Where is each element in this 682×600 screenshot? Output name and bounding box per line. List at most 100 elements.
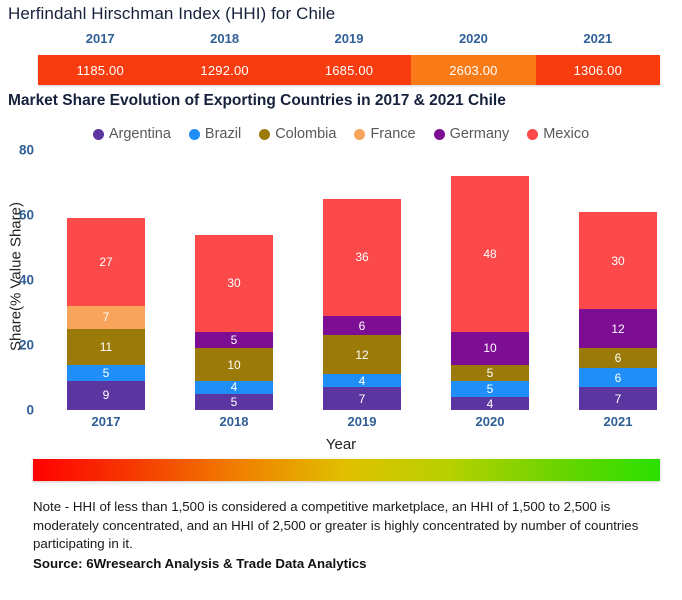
bar-segment-colombia-2020[interactable]: 5 — [451, 364, 529, 381]
bar-segment-value: 4 — [358, 374, 366, 388]
bar-segment-value: 48 — [483, 247, 497, 261]
bar-segment-germany-2020[interactable]: 10 — [451, 332, 529, 365]
hhi-year-2021: 2021 — [583, 31, 613, 46]
bar-segment-value: 6 — [614, 351, 622, 365]
hhi-value-cell-2018: 1292.00 — [162, 55, 287, 85]
bar-segment-brazil-2021[interactable]: 6 — [579, 367, 657, 388]
hhi-year-header-row: 2017 2018 2019 2020 2021 — [38, 30, 660, 48]
legend-label: Mexico — [543, 126, 590, 142]
bar-segment-brazil-2018[interactable]: 4 — [195, 380, 273, 394]
bar-segment-germany-2018[interactable]: 5 — [195, 332, 273, 349]
bar-segment-colombia-2019[interactable]: 12 — [323, 335, 401, 375]
chart-title: Market Share Evolution of Exporting Coun… — [8, 92, 506, 109]
bar-segment-value: 5 — [102, 365, 110, 380]
bar-segment-mexico-2021[interactable]: 30 — [579, 211, 657, 310]
bar-segment-brazil-2020[interactable]: 5 — [451, 380, 529, 397]
bar-column-2018[interactable]: 5 4 10 5 30 — [195, 234, 273, 410]
bar-segment-value: 5 — [230, 394, 238, 409]
hhi-value-cell-2017: 1185.00 — [38, 55, 163, 85]
bar-column-2017[interactable]: 9 5 11 7 27 — [67, 218, 145, 410]
hhi-title: Herfindahl Hirschman Index (HHI) for Chi… — [8, 4, 336, 23]
bar-segment-germany-2021[interactable]: 12 — [579, 309, 657, 349]
y-tick-80: 80 — [18, 142, 34, 158]
bar-segment-value: 7 — [614, 391, 622, 406]
bar-segment-argentina-2018[interactable]: 5 — [195, 393, 273, 410]
hhi-value-bar: 1185.00 1292.00 1685.00 2603.00 1306.00 — [38, 55, 660, 85]
bar-segment-mexico-2018[interactable]: 30 — [195, 234, 273, 332]
x-tick-2020: 2020 — [475, 414, 505, 429]
y-tick-40: 40 — [18, 272, 34, 288]
legend-swatch-icon — [433, 128, 445, 140]
bar-segment-value: 30 — [611, 253, 625, 268]
bar-segment-colombia-2021[interactable]: 6 — [579, 348, 657, 368]
legend-swatch-icon — [92, 128, 104, 140]
bar-segment-value: 11 — [99, 339, 113, 354]
legend-label: Argentina — [108, 126, 171, 142]
stacked-bar-chart: 0 20 40 60 80 Share(% Value Share) 9 5 11 7 27 5 4… — [0, 143, 682, 455]
bar-segment-mexico-2020[interactable]: 48 — [451, 176, 529, 332]
legend-item-brazil[interactable]: Brazil — [188, 126, 242, 142]
x-tick-2018: 2018 — [219, 414, 249, 429]
chart-legend: Argentina Brazil Colombia France Germany Mexi… — [0, 126, 682, 142]
bar-segment-value: 5 — [486, 365, 494, 380]
bar-segment-mexico-2017[interactable]: 27 — [67, 218, 145, 306]
bar-segment-colombia-2018[interactable]: 10 — [195, 348, 273, 381]
bar-segment-brazil-2017[interactable]: 5 — [67, 364, 145, 381]
concentration-gradient-bar — [33, 459, 660, 481]
bar-segment-argentina-2019[interactable]: 7 — [323, 387, 401, 410]
bar-segment-value: 9 — [102, 388, 110, 403]
x-tick-2017: 2017 — [91, 414, 121, 429]
bar-segment-value: 30 — [227, 276, 241, 291]
legend-label: Brazil — [204, 126, 242, 142]
bar-segment-value: 5 — [230, 333, 238, 348]
bar-segment-value: 7 — [358, 391, 366, 406]
note-text: Note - HHI of less than 1,500 is conside… — [33, 499, 639, 551]
legend-label: Colombia — [275, 126, 337, 142]
hhi-value-cell-2020: 2603.00 — [411, 55, 536, 85]
hhi-year-2020: 2020 — [458, 31, 488, 46]
bar-segment-value: 7 — [102, 310, 110, 325]
source-text: Source: 6Wresearch Analysis & Trade Data… — [33, 556, 367, 571]
legend-swatch-icon — [354, 128, 366, 140]
legend-item-argentina[interactable]: Argentina — [92, 126, 171, 142]
legend-item-colombia[interactable]: Colombia — [259, 126, 336, 142]
bar-column-2020[interactable]: 4 5 5 10 48 — [451, 176, 529, 410]
bar-segment-value: 36 — [355, 250, 369, 265]
legend-swatch-icon — [188, 128, 200, 140]
legend-item-mexico[interactable]: Mexico — [527, 126, 589, 142]
legend-swatch-icon — [527, 128, 539, 140]
hhi-year-2017: 2017 — [85, 31, 115, 46]
bar-segment-value: 27 — [99, 255, 113, 270]
bar-column-2021[interactable]: 7 6 6 12 30 — [579, 211, 657, 410]
hhi-value-cell-2021: 1306.00 — [535, 55, 660, 85]
bar-segment-value: 6 — [614, 370, 622, 385]
bar-segment-value: 12 — [355, 347, 369, 362]
bar-segment-argentina-2017[interactable]: 9 — [67, 380, 145, 410]
y-tick-60: 60 — [18, 207, 34, 223]
y-tick-20: 20 — [18, 337, 34, 353]
bar-segment-brazil-2019[interactable]: 4 — [323, 374, 401, 388]
x-tick-2019: 2019 — [347, 414, 377, 429]
bar-segment-value: 6 — [358, 318, 366, 333]
bar-segment-argentina-2021[interactable]: 7 — [579, 387, 657, 410]
bar-segment-mexico-2019[interactable]: 36 — [323, 198, 401, 316]
bar-segment-value: 5 — [486, 381, 494, 396]
y-axis-label: Share(% Value Share) — [7, 202, 25, 351]
legend-item-france[interactable]: France — [354, 126, 416, 142]
legend-label: Germany — [449, 126, 510, 142]
bar-segment-value: 10 — [483, 341, 497, 356]
bar-segment-value: 12 — [611, 321, 625, 336]
x-axis-label: Year — [325, 436, 357, 453]
bar-segment-value: 4 — [230, 380, 238, 394]
bar-segment-france-2017[interactable]: 7 — [67, 306, 145, 329]
bar-segment-argentina-2020[interactable]: 4 — [451, 397, 529, 410]
legend-item-germany[interactable]: Germany — [433, 126, 510, 142]
x-tick-2021: 2021 — [603, 414, 633, 429]
bar-column-2019[interactable]: 7 4 12 6 36 — [323, 198, 401, 410]
bar-segment-germany-2019[interactable]: 6 — [323, 315, 401, 336]
hhi-value-cell-2019: 1685.00 — [286, 55, 412, 85]
y-tick-0: 0 — [26, 402, 34, 418]
bar-segment-colombia-2017[interactable]: 11 — [67, 328, 145, 365]
hhi-year-2018: 2018 — [210, 31, 240, 46]
